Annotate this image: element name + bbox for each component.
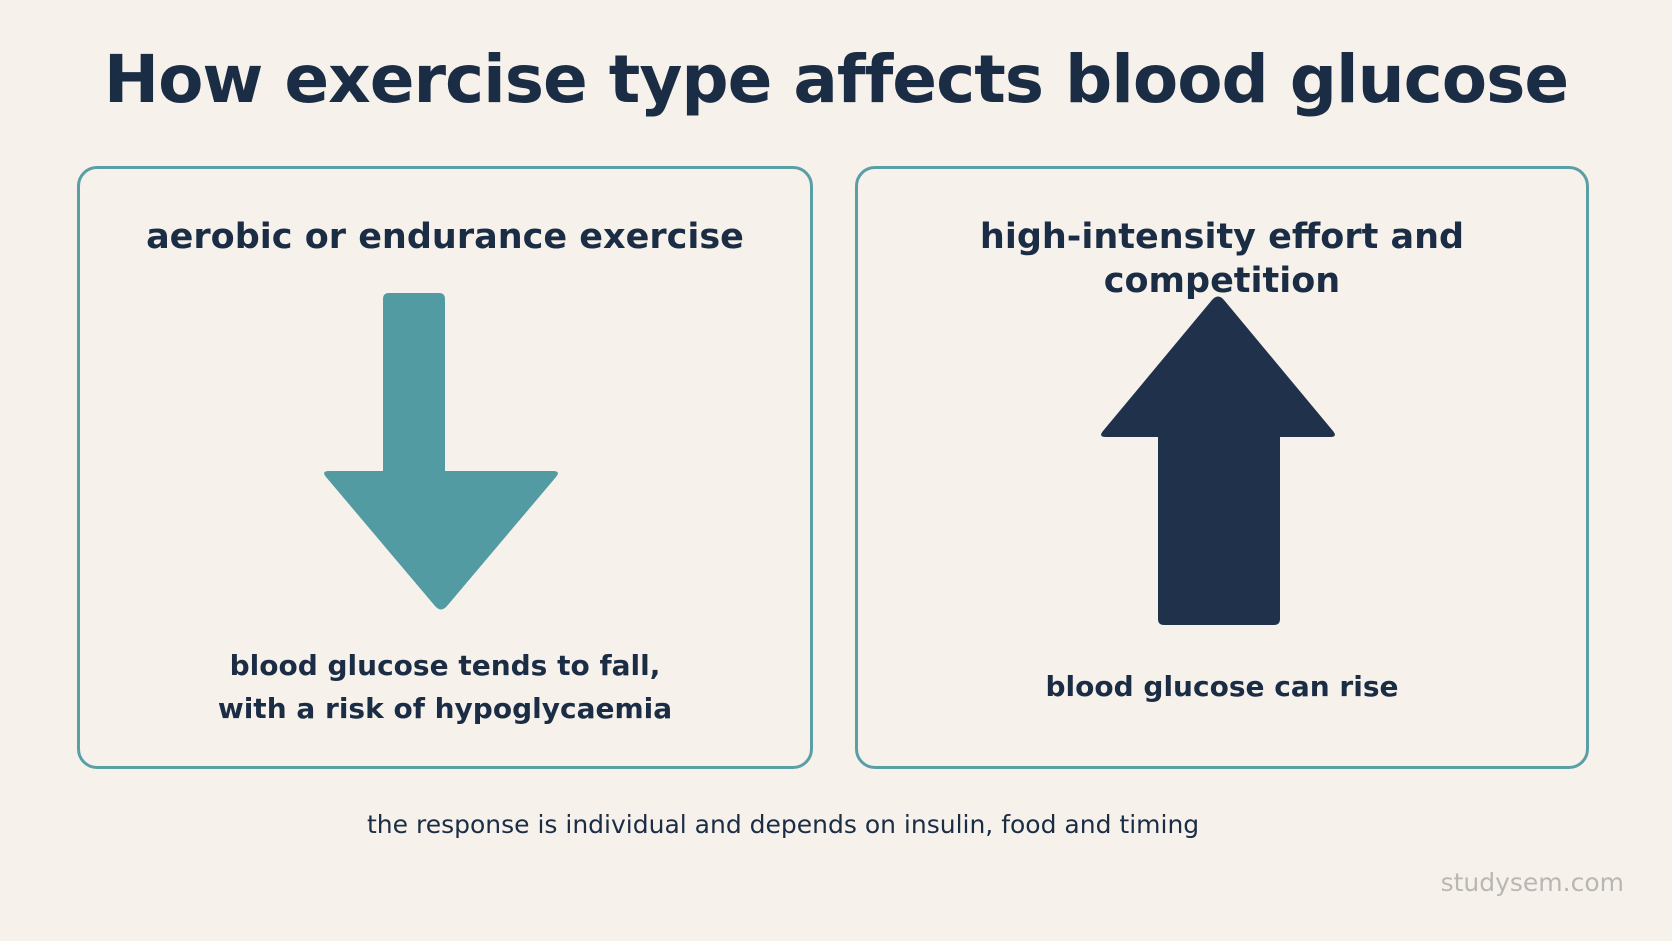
caption-line: blood glucose tends to fall, bbox=[229, 649, 661, 682]
page-title: How exercise type affects blood glucose bbox=[103, 41, 1569, 118]
watermark: studysem.com bbox=[1440, 868, 1624, 897]
down-arrow-icon bbox=[324, 293, 558, 610]
high-intensity-panel-caption: blood glucose can rise bbox=[858, 665, 1586, 708]
caption-line: blood glucose can rise bbox=[1045, 670, 1399, 703]
footnote: the response is individual and depends o… bbox=[367, 810, 1200, 839]
caption-line: with a risk of hypoglycaemia bbox=[217, 692, 673, 725]
aerobic-panel-heading: aerobic or endurance exercise bbox=[146, 217, 744, 257]
high-intensity-panel-heading: high-intensity effort and competition bbox=[979, 217, 1465, 301]
high-intensity-panel: high-intensity effort and competition bl… bbox=[855, 166, 1589, 769]
up-arrow-icon bbox=[1101, 296, 1335, 625]
aerobic-exercise-panel: aerobic or endurance exercise blood gluc… bbox=[77, 166, 813, 769]
aerobic-panel-caption: blood glucose tends to fall, with a risk… bbox=[80, 644, 810, 730]
